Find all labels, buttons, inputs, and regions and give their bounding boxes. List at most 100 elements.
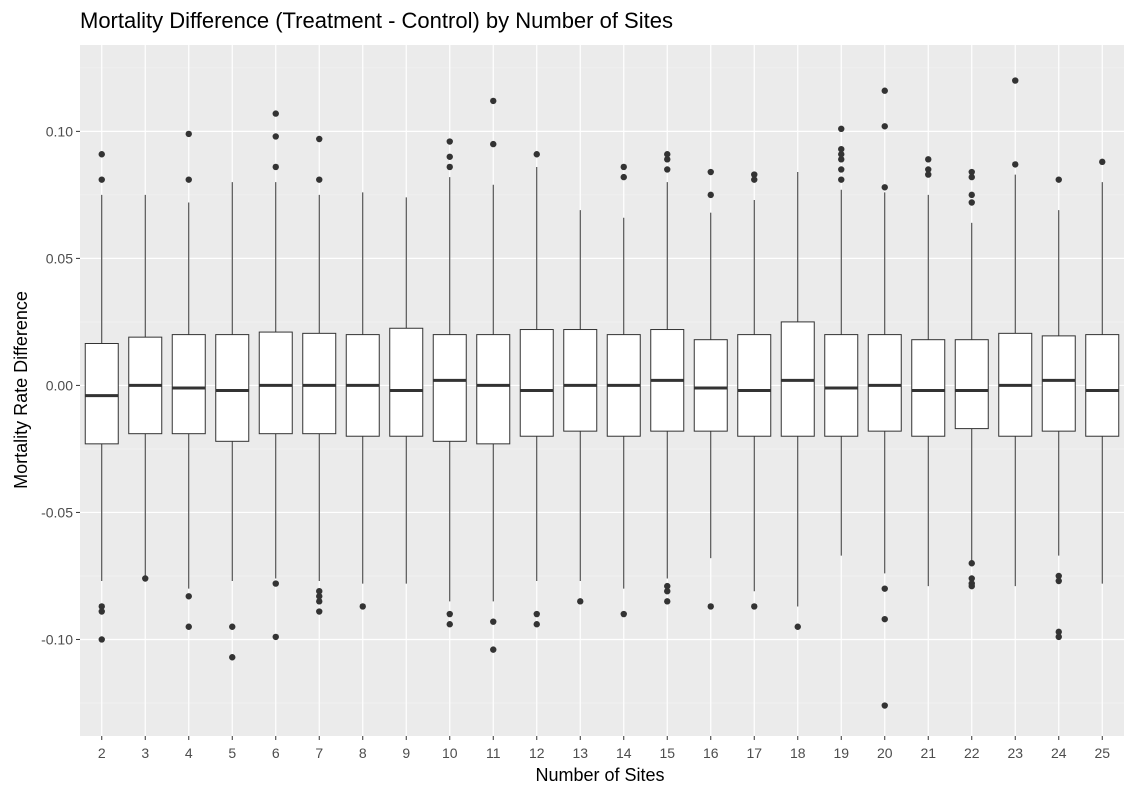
x-tick-label: 24 bbox=[1051, 745, 1067, 761]
box-group-11 bbox=[476, 97, 511, 653]
x-tick-label: 9 bbox=[402, 745, 410, 761]
outlier-point bbox=[316, 598, 323, 605]
box-group-23 bbox=[998, 77, 1033, 587]
outlier-point bbox=[968, 173, 975, 181]
outlier-point bbox=[272, 163, 279, 171]
outlier-point bbox=[1099, 158, 1106, 166]
outlier-point bbox=[446, 621, 453, 628]
outlier-point bbox=[316, 587, 323, 595]
outlier-point bbox=[490, 618, 497, 625]
outlier-point bbox=[533, 621, 540, 628]
outlier-point bbox=[881, 585, 888, 592]
outlier-point bbox=[925, 166, 932, 173]
outlier-point bbox=[881, 702, 888, 709]
outlier-point bbox=[838, 156, 845, 163]
box-group-17 bbox=[737, 171, 772, 610]
box-group-14 bbox=[606, 163, 641, 618]
outlier-point bbox=[446, 163, 453, 171]
outlier-point bbox=[98, 603, 105, 610]
outlier-point bbox=[98, 176, 105, 183]
x-tick-label: 23 bbox=[1007, 745, 1023, 761]
outlier-point bbox=[881, 615, 888, 623]
x-tick-label: 17 bbox=[746, 745, 762, 761]
box-group-24 bbox=[1041, 176, 1076, 641]
x-tick-label: 21 bbox=[920, 745, 936, 761]
outlier-point bbox=[490, 140, 497, 148]
box-iqr bbox=[389, 327, 424, 437]
outlier-point bbox=[142, 575, 149, 582]
box-iqr bbox=[519, 329, 554, 437]
outlier-point bbox=[838, 125, 845, 133]
outlier-point bbox=[968, 191, 975, 199]
outlier-point bbox=[533, 610, 540, 618]
outlier-point bbox=[272, 110, 279, 117]
outlier-point bbox=[1012, 161, 1019, 168]
outlier-point bbox=[272, 133, 279, 140]
outlier-point bbox=[838, 145, 845, 153]
outlier-point bbox=[751, 171, 758, 178]
x-tick-label: 22 bbox=[964, 745, 980, 761]
box-group-16 bbox=[693, 168, 728, 610]
plot-panel bbox=[80, 45, 1124, 736]
outlier-point bbox=[838, 176, 845, 183]
box-iqr bbox=[84, 343, 119, 445]
y-tick-label: -0.10 bbox=[41, 631, 73, 647]
box-iqr bbox=[867, 334, 902, 432]
outlier-point bbox=[316, 176, 323, 183]
outlier-point bbox=[1055, 633, 1062, 641]
box-group-21 bbox=[911, 156, 946, 587]
outlier-point bbox=[272, 633, 279, 641]
outlier-point bbox=[794, 623, 801, 630]
outlier-point bbox=[316, 608, 323, 615]
outlier-point bbox=[1055, 628, 1062, 636]
x-tick-label: 11 bbox=[486, 745, 501, 761]
box-iqr bbox=[824, 334, 859, 437]
outlier-point bbox=[490, 97, 497, 105]
box-group-6 bbox=[258, 110, 293, 641]
x-tick-label: 12 bbox=[529, 745, 545, 761]
outlier-point bbox=[707, 191, 714, 199]
x-tick-label: 8 bbox=[359, 745, 367, 761]
y-tick-label: -0.05 bbox=[41, 504, 73, 520]
box-group-2 bbox=[84, 151, 119, 643]
outlier-point bbox=[1055, 572, 1062, 580]
outlier-point bbox=[229, 654, 236, 661]
outlier-point bbox=[664, 151, 671, 158]
box-iqr bbox=[215, 334, 250, 442]
chart-title: Mortality Difference (Treatment - Contro… bbox=[80, 8, 673, 33]
outlier-point bbox=[98, 151, 105, 158]
box-iqr bbox=[563, 329, 598, 432]
x-tick-label: 4 bbox=[185, 745, 193, 761]
x-tick-label: 6 bbox=[272, 745, 280, 761]
box-group-4 bbox=[171, 130, 206, 630]
box-iqr bbox=[954, 339, 989, 430]
outlier-point bbox=[359, 603, 366, 610]
outlier-point bbox=[664, 587, 671, 595]
outlier-point bbox=[316, 593, 323, 600]
box-iqr bbox=[693, 339, 728, 432]
box-iqr bbox=[302, 332, 337, 435]
outlier-point bbox=[968, 560, 975, 567]
x-tick-label: 18 bbox=[790, 745, 806, 761]
box-iqr bbox=[476, 334, 511, 445]
outlier-point bbox=[577, 598, 584, 605]
x-tick-label: 3 bbox=[141, 745, 149, 761]
outlier-point bbox=[620, 610, 627, 618]
outlier-point bbox=[98, 608, 105, 615]
outlier-point bbox=[490, 646, 497, 653]
x-tick-label: 15 bbox=[659, 745, 675, 761]
box-iqr bbox=[1041, 335, 1076, 432]
box-group-20 bbox=[867, 87, 902, 709]
box-group-12 bbox=[519, 151, 554, 628]
x-tick-label: 7 bbox=[315, 745, 323, 761]
x-tick-label: 5 bbox=[228, 745, 236, 761]
outlier-point bbox=[1055, 577, 1062, 585]
outlier-point bbox=[881, 87, 888, 94]
outlier-point bbox=[185, 623, 192, 630]
box-iqr bbox=[171, 334, 206, 435]
outlier-point bbox=[229, 623, 236, 630]
outlier-point bbox=[968, 575, 975, 582]
box-group-5 bbox=[215, 182, 250, 661]
